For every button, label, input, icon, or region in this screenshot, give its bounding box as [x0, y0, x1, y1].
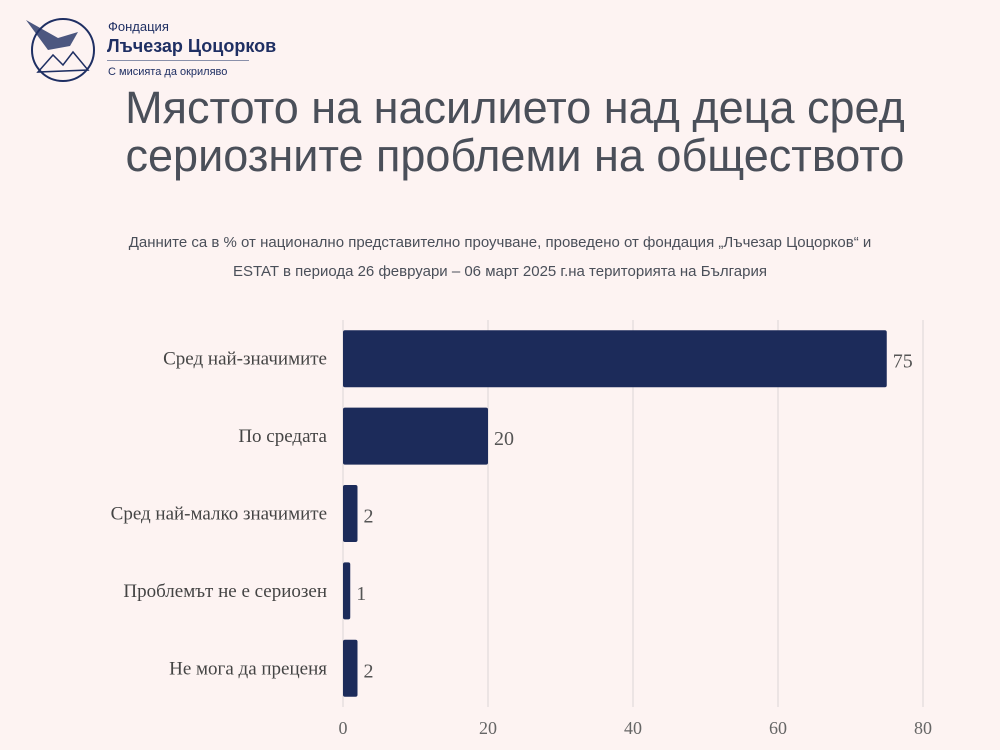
- data-label: 1: [356, 583, 366, 605]
- x-tick-label: 60: [769, 718, 787, 738]
- logo-divider: [107, 60, 249, 61]
- logo-line1: Фондация: [108, 19, 169, 34]
- bar: [343, 407, 488, 465]
- data-label: 20: [494, 428, 514, 450]
- x-tick-label: 80: [914, 718, 932, 738]
- data-label: 2: [364, 660, 374, 682]
- bar: [343, 639, 358, 697]
- logo-line2: Лъчезар Цоцорков: [107, 36, 277, 56]
- x-tick-label: 20: [479, 718, 497, 738]
- x-tick-label: 0: [339, 718, 348, 738]
- bar-chart: 0 20 40 60 80 Сред най-значимите 75 По средата 2…: [111, 320, 932, 738]
- foundation-logo: [18, 10, 278, 85]
- category-label: Проблемът не е сериозен: [123, 581, 327, 602]
- bar: [343, 485, 358, 542]
- eagle-logo-icon: [26, 18, 95, 82]
- chart-subtitle: Данните са в % от национално представите…: [128, 234, 872, 280]
- bar: [343, 562, 351, 620]
- category-label: Не мога да преценя: [169, 658, 327, 679]
- category-label: Сред най-значимите: [163, 349, 327, 370]
- category-label: Сред най-малко значимите: [111, 504, 327, 525]
- chart-title: Мястото на насилието над деца сред серио…: [125, 82, 905, 181]
- category-label: По средата: [238, 426, 327, 447]
- data-label: 75: [893, 351, 913, 373]
- bar: [343, 330, 887, 388]
- x-tick-label: 40: [624, 718, 642, 738]
- data-label: 2: [364, 506, 374, 528]
- logo-line3: С мисията да окриляво: [108, 66, 228, 78]
